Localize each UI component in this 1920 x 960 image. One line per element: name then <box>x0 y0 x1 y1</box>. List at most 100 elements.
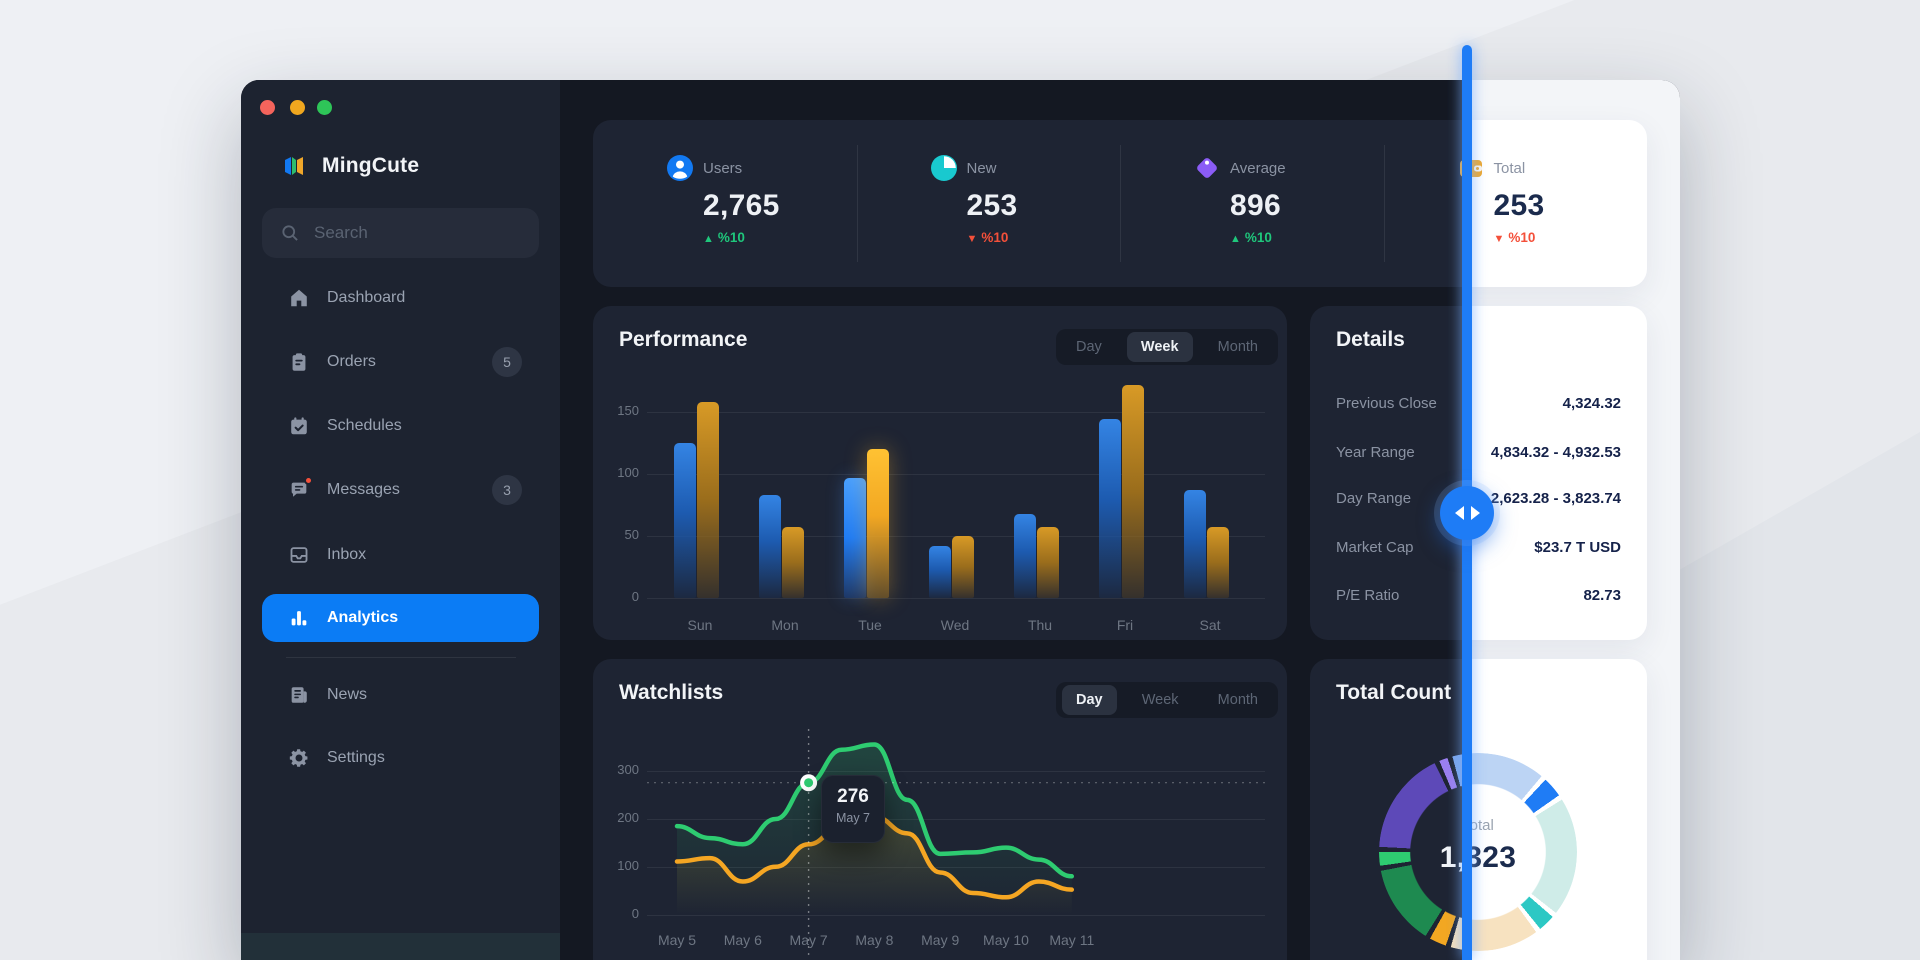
performance-toggle-day[interactable]: Day <box>1062 332 1116 362</box>
stat-head: Users <box>666 154 780 182</box>
stat-label: Total <box>1493 159 1526 177</box>
data-point-marker <box>804 778 814 788</box>
watchlists-card: Watchlists Day Week Month 300 200 100 0 May 5 M… <box>593 659 1287 960</box>
bar-sun-blue <box>674 443 696 598</box>
pie-chart-icon <box>930 154 958 182</box>
traffic-light-close[interactable] <box>260 100 275 115</box>
brand: MingCute <box>282 150 419 182</box>
search-box[interactable] <box>262 208 539 258</box>
sidebar-item-label: Messages <box>327 481 400 498</box>
watchlists-line-chart: 300 200 100 0 May 5 May 6 May 7 May 8 May 9 May 1… <box>593 659 1287 960</box>
calendar-check-icon <box>287 414 311 438</box>
details-row-year-range: Year Range4,834.32 - 4,932.53 <box>1467 437 1621 467</box>
donut-center-value-light: 1,323 <box>1439 841 1517 874</box>
stat-divider <box>1120 145 1121 262</box>
arrow-up-icon: ▲ <box>1230 233 1241 245</box>
gridline <box>647 771 1265 773</box>
stat-value: 253 <box>1493 189 1545 222</box>
bar-fri-yellow <box>1122 384 1144 598</box>
stat-change: ▼%10 <box>1494 230 1545 245</box>
search-input[interactable] <box>314 223 504 243</box>
sidebar-item-schedules[interactable]: Schedules <box>262 402 539 450</box>
y-axis-tick: 100 <box>617 857 639 873</box>
watchlists-toggle-month[interactable]: Month <box>1204 685 1272 715</box>
sidebar-badge: 3 <box>492 475 522 505</box>
search-icon <box>278 221 302 245</box>
sidebar-divider <box>286 657 516 658</box>
stats-card-light: Users2,765▲%10New253▼%10Average896▲%10To… <box>1467 120 1647 287</box>
performance-toggle-week[interactable]: Week <box>1126 332 1193 362</box>
sidebar-badge: 5 <box>492 347 522 377</box>
sidebar-item-settings[interactable]: Settings <box>262 734 539 782</box>
yellow-area <box>677 816 1072 915</box>
stat-label: Average <box>1230 159 1286 177</box>
watchlists-toggle-day[interactable]: Day <box>1062 685 1117 715</box>
bar-sat-blue <box>1184 490 1206 598</box>
stat-change-text: %10 <box>1508 230 1536 245</box>
watchlists-title: Watchlists <box>619 681 724 704</box>
stat-label: Users <box>703 159 743 177</box>
bar-fri-blue <box>1099 419 1121 598</box>
news-icon <box>287 683 311 707</box>
arrow-up-icon: ▲ <box>703 233 714 245</box>
details-row-market-cap: Market Cap$23.7 T USD <box>1467 532 1621 562</box>
x-axis-label: Wed <box>940 617 970 633</box>
donut-center-light: Total 1,323 <box>1439 753 1577 951</box>
details-value: 4,834.32 - 4,932.53 <box>1490 443 1621 461</box>
watchlists-range-toggle: Day Week Month <box>1056 682 1278 718</box>
total-count-title: Total Count <box>1336 681 1452 704</box>
x-axis-label: May 10 <box>983 932 1029 948</box>
gridline <box>647 819 1265 820</box>
details-title: Details <box>1336 328 1405 351</box>
performance-bar-chart: 150 100 50 0 Sun Mon Tue Wed Thu Fri Sat <box>593 306 1287 640</box>
x-axis-label: May 11 <box>1049 932 1095 948</box>
stat-divider <box>856 145 858 262</box>
sidebar-item-messages[interactable]: Messages 3 <box>262 466 539 514</box>
mingcute-logo-icon <box>282 154 306 178</box>
gridline <box>647 598 1265 599</box>
slider-arrow-left-icon <box>1454 506 1464 520</box>
traffic-light-zoom[interactable] <box>317 100 332 115</box>
bar-tue-blue <box>844 477 866 598</box>
comparison-slider-handle[interactable] <box>1440 486 1494 540</box>
sidebar-item-orders[interactable]: Orders 5 <box>262 338 539 386</box>
gridline <box>647 474 1265 475</box>
stat-label: New <box>966 159 997 177</box>
details-label: Previous Close <box>1336 394 1437 412</box>
details-label: Day Range <box>1336 489 1412 507</box>
x-axis-label: Sat <box>1199 617 1221 633</box>
tag-icon <box>1193 154 1221 182</box>
bar-mon-blue <box>759 495 781 598</box>
bar-thu-blue <box>1014 513 1036 598</box>
gear-icon <box>287 746 311 770</box>
y-axis-tick: 0 <box>631 905 639 921</box>
x-axis-label: May 6 <box>723 932 762 948</box>
performance-toggle-month[interactable]: Month <box>1204 332 1272 362</box>
x-axis-label: Mon <box>771 617 799 633</box>
stat-head: Average <box>1193 154 1286 182</box>
sidebar-item-inbox[interactable]: Inbox <box>262 531 539 579</box>
stat-value: 2,765 <box>703 189 780 222</box>
stat-block: New 253 ▼%10 <box>930 154 1018 245</box>
user-circle-icon <box>666 154 694 182</box>
y-axis-tick: 100 <box>617 465 639 480</box>
notification-dot <box>304 476 313 485</box>
stat-block: Users 2,765 ▲%10 <box>666 154 780 245</box>
details-label: Year Range <box>1336 443 1415 461</box>
bar-mon-yellow <box>782 527 804 598</box>
sidebar-item-dashboard[interactable]: Dashboard <box>262 274 539 322</box>
y-axis-tick: 150 <box>617 403 639 418</box>
sidebar-item-analytics[interactable]: Analytics <box>262 594 539 642</box>
watchlists-toggle-week[interactable]: Week <box>1128 685 1193 715</box>
sidebar-item-news[interactable]: News <box>262 671 539 719</box>
bar-thu-yellow <box>1037 527 1059 598</box>
x-axis-label: May 5 <box>657 932 697 948</box>
traffic-light-minimize[interactable] <box>290 100 305 115</box>
y-axis-tick: 0 <box>631 589 639 604</box>
stat-change-text: %10 <box>717 230 745 245</box>
sidebar-item-label: Schedules <box>327 417 402 434</box>
stat-head: New <box>930 154 1018 182</box>
stat-change-text: %10 <box>981 230 1009 245</box>
y-axis-tick: 200 <box>617 810 639 825</box>
stat-users: Users 2,765 ▲%10 <box>593 120 856 287</box>
